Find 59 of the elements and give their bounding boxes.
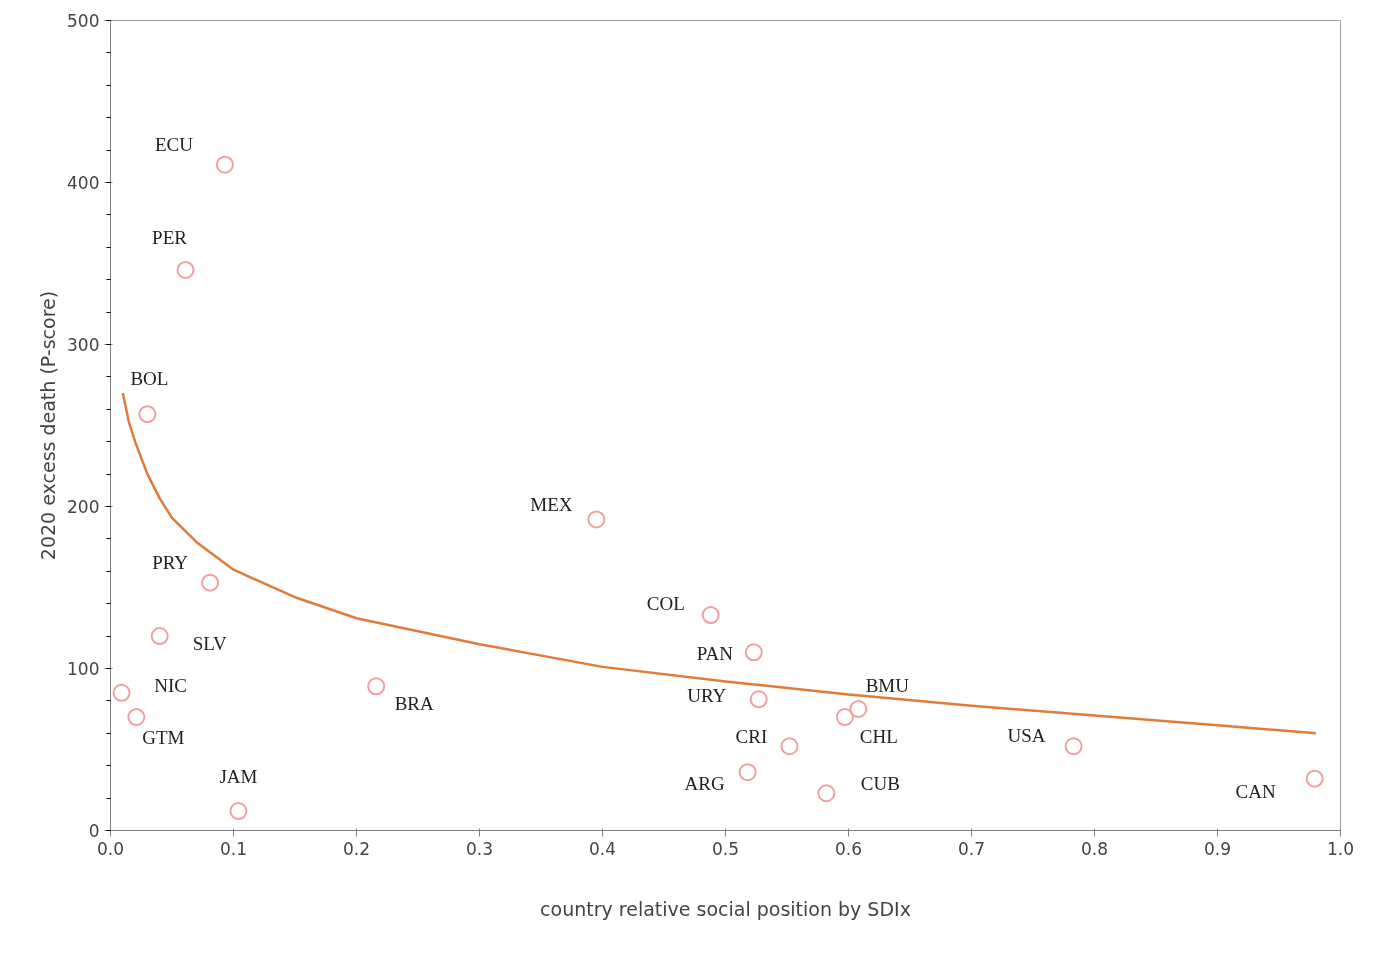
x-tick-label: 0.6	[834, 838, 863, 859]
data-label: CRI	[735, 725, 768, 747]
point	[849, 700, 868, 718]
data-label: CHL	[859, 725, 898, 747]
data-label: PAN	[696, 642, 734, 664]
point	[1305, 769, 1324, 788]
point	[1064, 737, 1083, 756]
x-tick-label: 0.2	[342, 838, 371, 859]
x-tick-label: 0.0	[96, 838, 125, 859]
y-tick-label: 300	[67, 335, 100, 355]
x-tick-label: 0.9	[1203, 838, 1232, 859]
x-tick-label: 0.8	[1080, 838, 1109, 859]
point	[112, 683, 131, 702]
point	[749, 690, 768, 709]
data-label: CUB	[860, 772, 900, 794]
point	[744, 643, 763, 662]
x-tick-label: 0.1	[219, 838, 248, 859]
point	[738, 763, 757, 782]
point	[780, 737, 799, 756]
data-label: ECU	[154, 134, 194, 156]
y-tick-label: 500	[67, 11, 100, 31]
data-label: JAM	[219, 765, 258, 787]
point	[201, 573, 220, 592]
x-tick-label: 0.3	[465, 838, 494, 859]
point	[150, 627, 169, 646]
y-tick-label: 200	[67, 497, 100, 517]
data-label: BMU	[865, 674, 910, 696]
x-tick-label: 0.5	[711, 838, 740, 859]
data-label: MEX	[530, 493, 573, 515]
y-tick-label: 0	[88, 821, 100, 841]
data-label: PER	[152, 227, 188, 249]
point	[138, 405, 157, 424]
data-label: BRA	[394, 692, 434, 714]
data-label: GTM	[142, 726, 185, 748]
data-label: ARG	[684, 772, 725, 794]
point	[367, 677, 386, 696]
point	[817, 784, 836, 803]
data-label: URY	[687, 684, 727, 706]
point	[215, 155, 234, 174]
data-label: USA	[1007, 724, 1046, 746]
x-axis-title: country relative social position by SDIx	[540, 897, 911, 920]
x-tick-label: 0.4	[588, 838, 617, 859]
point	[229, 802, 248, 821]
data-label: CAN	[1235, 781, 1277, 803]
point	[701, 606, 720, 625]
point	[587, 510, 606, 529]
data-label: BOL	[130, 367, 169, 389]
data-label: SLV	[192, 632, 228, 654]
data-label: COL	[646, 592, 685, 614]
x-tick-label: 0.7	[957, 838, 986, 859]
data-label: NIC	[154, 675, 187, 697]
point	[127, 708, 146, 727]
point	[176, 261, 195, 279]
y-tick-label: 400	[67, 173, 100, 193]
y-axis-title: 2020 excess death (P-score)	[37, 290, 60, 561]
y-tick-label: 100	[67, 659, 100, 679]
x-tick-label: 1.0	[1326, 838, 1355, 859]
data-label: PRY	[152, 552, 189, 574]
point	[835, 708, 854, 727]
